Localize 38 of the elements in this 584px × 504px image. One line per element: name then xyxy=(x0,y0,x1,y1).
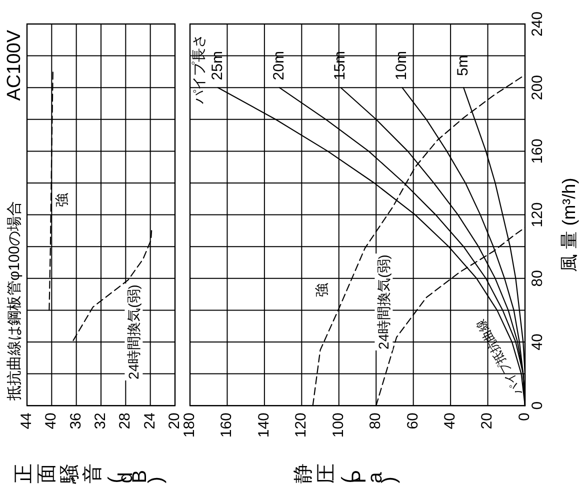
y-tick-label: 40 xyxy=(528,334,546,350)
text: 抵抗曲線は鋼板管φ100の場合 xyxy=(6,200,23,402)
y-tick-label: 0 xyxy=(528,401,546,410)
x-tick-label: 24 xyxy=(141,412,158,430)
x-tick-label: 60 xyxy=(404,412,422,430)
y-axis-title: 風 量 (m³/h) xyxy=(558,178,579,272)
annotation: パイプ長さ xyxy=(190,34,207,105)
text: 5m xyxy=(454,55,472,76)
x-tick-label: 40 xyxy=(42,412,60,430)
x-tick-label: 140 xyxy=(255,412,272,438)
y-tick-label: 120 xyxy=(528,202,546,228)
x-tick-label: 160 xyxy=(218,412,236,438)
y-tick-label: 160 xyxy=(528,138,546,164)
x-tick-label: 80 xyxy=(367,412,384,430)
x-tick-label: 20 xyxy=(478,412,496,430)
annotation: 強 xyxy=(54,193,70,207)
text: 25m xyxy=(208,51,226,80)
x-tick-label: 20 xyxy=(166,412,183,430)
x-tick-label: 0 xyxy=(516,412,533,421)
annotation: 24時間換気(弱) xyxy=(376,254,392,350)
annotation: 強 xyxy=(314,283,330,297)
text: 10m xyxy=(393,51,410,80)
x-tick-label: 40 xyxy=(442,412,459,430)
text: AC100V xyxy=(4,30,26,101)
x-axis-title: 静圧(Pa) xyxy=(292,460,401,484)
x-tick-label: 180 xyxy=(180,412,198,438)
y-tick-label: 200 xyxy=(528,75,546,100)
x-tick-label: 36 xyxy=(67,412,84,430)
annotation: 24時間換気(弱) xyxy=(126,284,142,380)
y-tick-label: 240 xyxy=(528,11,546,37)
text: 20m xyxy=(270,51,288,80)
x-axis-title: 正面騒音(dB) xyxy=(13,460,168,484)
x-tick-label: 100 xyxy=(330,412,347,438)
x-tick-label: 44 xyxy=(18,412,35,430)
y-tick-label: 80 xyxy=(528,270,546,287)
x-tick-label: 28 xyxy=(116,412,134,430)
x-tick-label: 120 xyxy=(292,412,310,438)
x-tick-label: 32 xyxy=(92,412,109,430)
